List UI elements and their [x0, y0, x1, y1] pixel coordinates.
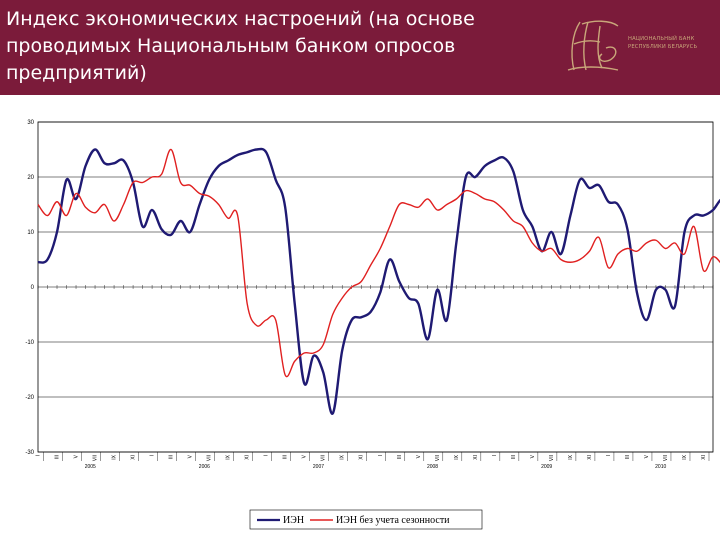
- x-tick-label: XI: [473, 455, 479, 460]
- x-tick-group: VII: [207, 455, 213, 461]
- bank-logo-icon: [567, 20, 619, 71]
- x-year-label: 2007: [313, 464, 324, 470]
- x-year-label: 2009: [541, 464, 552, 470]
- x-year-label: 2005: [85, 464, 96, 470]
- x-tick-group: III: [511, 455, 517, 459]
- x-tick-group: V: [188, 454, 194, 458]
- x-tick-label: V: [416, 454, 422, 458]
- x-tick-group: I: [36, 455, 42, 456]
- x-tick-group: III: [283, 455, 289, 459]
- x-tick-label: I: [606, 455, 612, 456]
- x-tick-group: VII: [549, 455, 555, 461]
- x-tick-label: I: [492, 455, 498, 456]
- x-tick-label: V: [530, 454, 536, 458]
- x-tick-group: V: [644, 454, 650, 458]
- x-tick-group: I: [606, 455, 612, 456]
- x-tick-group: XI: [245, 455, 251, 460]
- y-tick-label: 0: [31, 285, 35, 291]
- x-tick-label: IX: [226, 454, 232, 459]
- y-tick-label: 30: [27, 120, 34, 126]
- y-tick-label: 10: [27, 230, 34, 236]
- x-tick-label: IX: [340, 454, 346, 459]
- x-tick-label: VII: [435, 455, 441, 461]
- x-tick-label: V: [74, 454, 80, 458]
- x-tick-group: V: [302, 454, 308, 458]
- x-tick-label: I: [264, 455, 270, 456]
- x-tick-group: XI: [359, 455, 365, 460]
- x-tick-group: V: [530, 454, 536, 458]
- x-tick-label: VII: [663, 455, 669, 461]
- x-tick-group: I: [264, 455, 270, 456]
- legend-label-ien-sa: ИЭН без учета сезонности: [336, 515, 450, 526]
- x-tick-group: I: [492, 455, 498, 456]
- series-line-ien-seasonal: [37, 148, 720, 378]
- y-tick-label: -30: [25, 450, 34, 456]
- x-axis-ticks: I III V VII IX XI I III V VII IX XI I III V VII IX XI I III…: [36, 285, 714, 470]
- x-tick-label: I: [36, 455, 42, 456]
- series-lines: [37, 147, 720, 415]
- x-tick-group: I: [378, 455, 384, 456]
- x-tick-label: III: [397, 455, 403, 459]
- slide-title: Индекс экономических настроений (на осно…: [6, 8, 475, 84]
- x-tick-group: VII: [663, 455, 669, 461]
- x-tick-group: IX: [226, 454, 232, 459]
- x-tick-label: IX: [682, 454, 688, 459]
- x-tick-label: III: [625, 455, 631, 459]
- x-tick-label: VII: [549, 455, 555, 461]
- x-tick-label: III: [511, 455, 517, 459]
- y-axis-ticks: 30 20 10 0 -10 -20 -30: [25, 120, 34, 456]
- x-tick-label: XI: [359, 455, 365, 460]
- x-tick-group: XI: [473, 455, 479, 460]
- slide-header: Индекс экономических настроений (на осно…: [0, 0, 720, 95]
- grid-lines: [38, 121, 713, 453]
- x-tick-group: VII: [435, 455, 441, 461]
- x-tick-label: V: [188, 454, 194, 458]
- x-tick-label: XI: [131, 455, 137, 460]
- x-tick-group: V: [74, 454, 80, 458]
- x-tick-group: IX: [340, 454, 346, 459]
- x-year-label: 2008: [427, 464, 438, 470]
- legend-box: [249, 509, 483, 530]
- x-tick-group: IX: [112, 454, 118, 459]
- x-tick-group: XI: [131, 455, 137, 460]
- x-tick-label: VII: [93, 455, 99, 461]
- x-tick-label: IX: [454, 454, 460, 459]
- y-tick-label: -10: [25, 340, 34, 346]
- x-tick-label: III: [55, 455, 61, 459]
- x-tick-label: III: [169, 455, 175, 459]
- series-line-ien: [37, 147, 720, 415]
- x-tick-label: V: [302, 454, 308, 458]
- x-tick-group: V: [416, 454, 422, 458]
- x-tick-label: I: [378, 455, 384, 456]
- x-year-label: 2010: [655, 464, 666, 470]
- x-tick-group: IX: [568, 454, 574, 459]
- bank-logo-text: Национальный банк Республики Беларусь: [628, 36, 698, 50]
- x-tick-label: V: [644, 454, 650, 458]
- x-year-label: 2006: [199, 464, 210, 470]
- x-tick-group: III: [625, 455, 631, 459]
- x-tick-group: III: [169, 455, 175, 459]
- y-tick-label: 20: [27, 175, 34, 181]
- x-tick-group: VII: [321, 455, 327, 461]
- y-tick-label: -20: [25, 395, 34, 401]
- x-tick-group: III: [55, 455, 61, 459]
- x-tick-label: XI: [701, 455, 707, 460]
- x-tick-label: VII: [321, 455, 327, 461]
- x-tick-group: IX: [454, 454, 460, 459]
- x-tick-group: VII: [93, 455, 99, 461]
- x-tick-label: XI: [587, 455, 593, 460]
- x-tick-label: I: [150, 455, 156, 456]
- x-tick-group: I: [150, 455, 156, 456]
- x-tick-label: III: [283, 455, 289, 459]
- x-tick-group: XI: [587, 455, 593, 460]
- x-tick-label: IX: [568, 454, 574, 459]
- x-tick-label: IX: [112, 454, 118, 459]
- x-tick-group: IX: [682, 454, 688, 459]
- x-tick-group: XI: [701, 455, 707, 460]
- x-tick-label: VII: [207, 455, 213, 461]
- x-tick-group: III: [397, 455, 403, 459]
- x-tick-label: XI: [245, 455, 251, 460]
- legend-label-ien: ИЭН: [283, 515, 304, 526]
